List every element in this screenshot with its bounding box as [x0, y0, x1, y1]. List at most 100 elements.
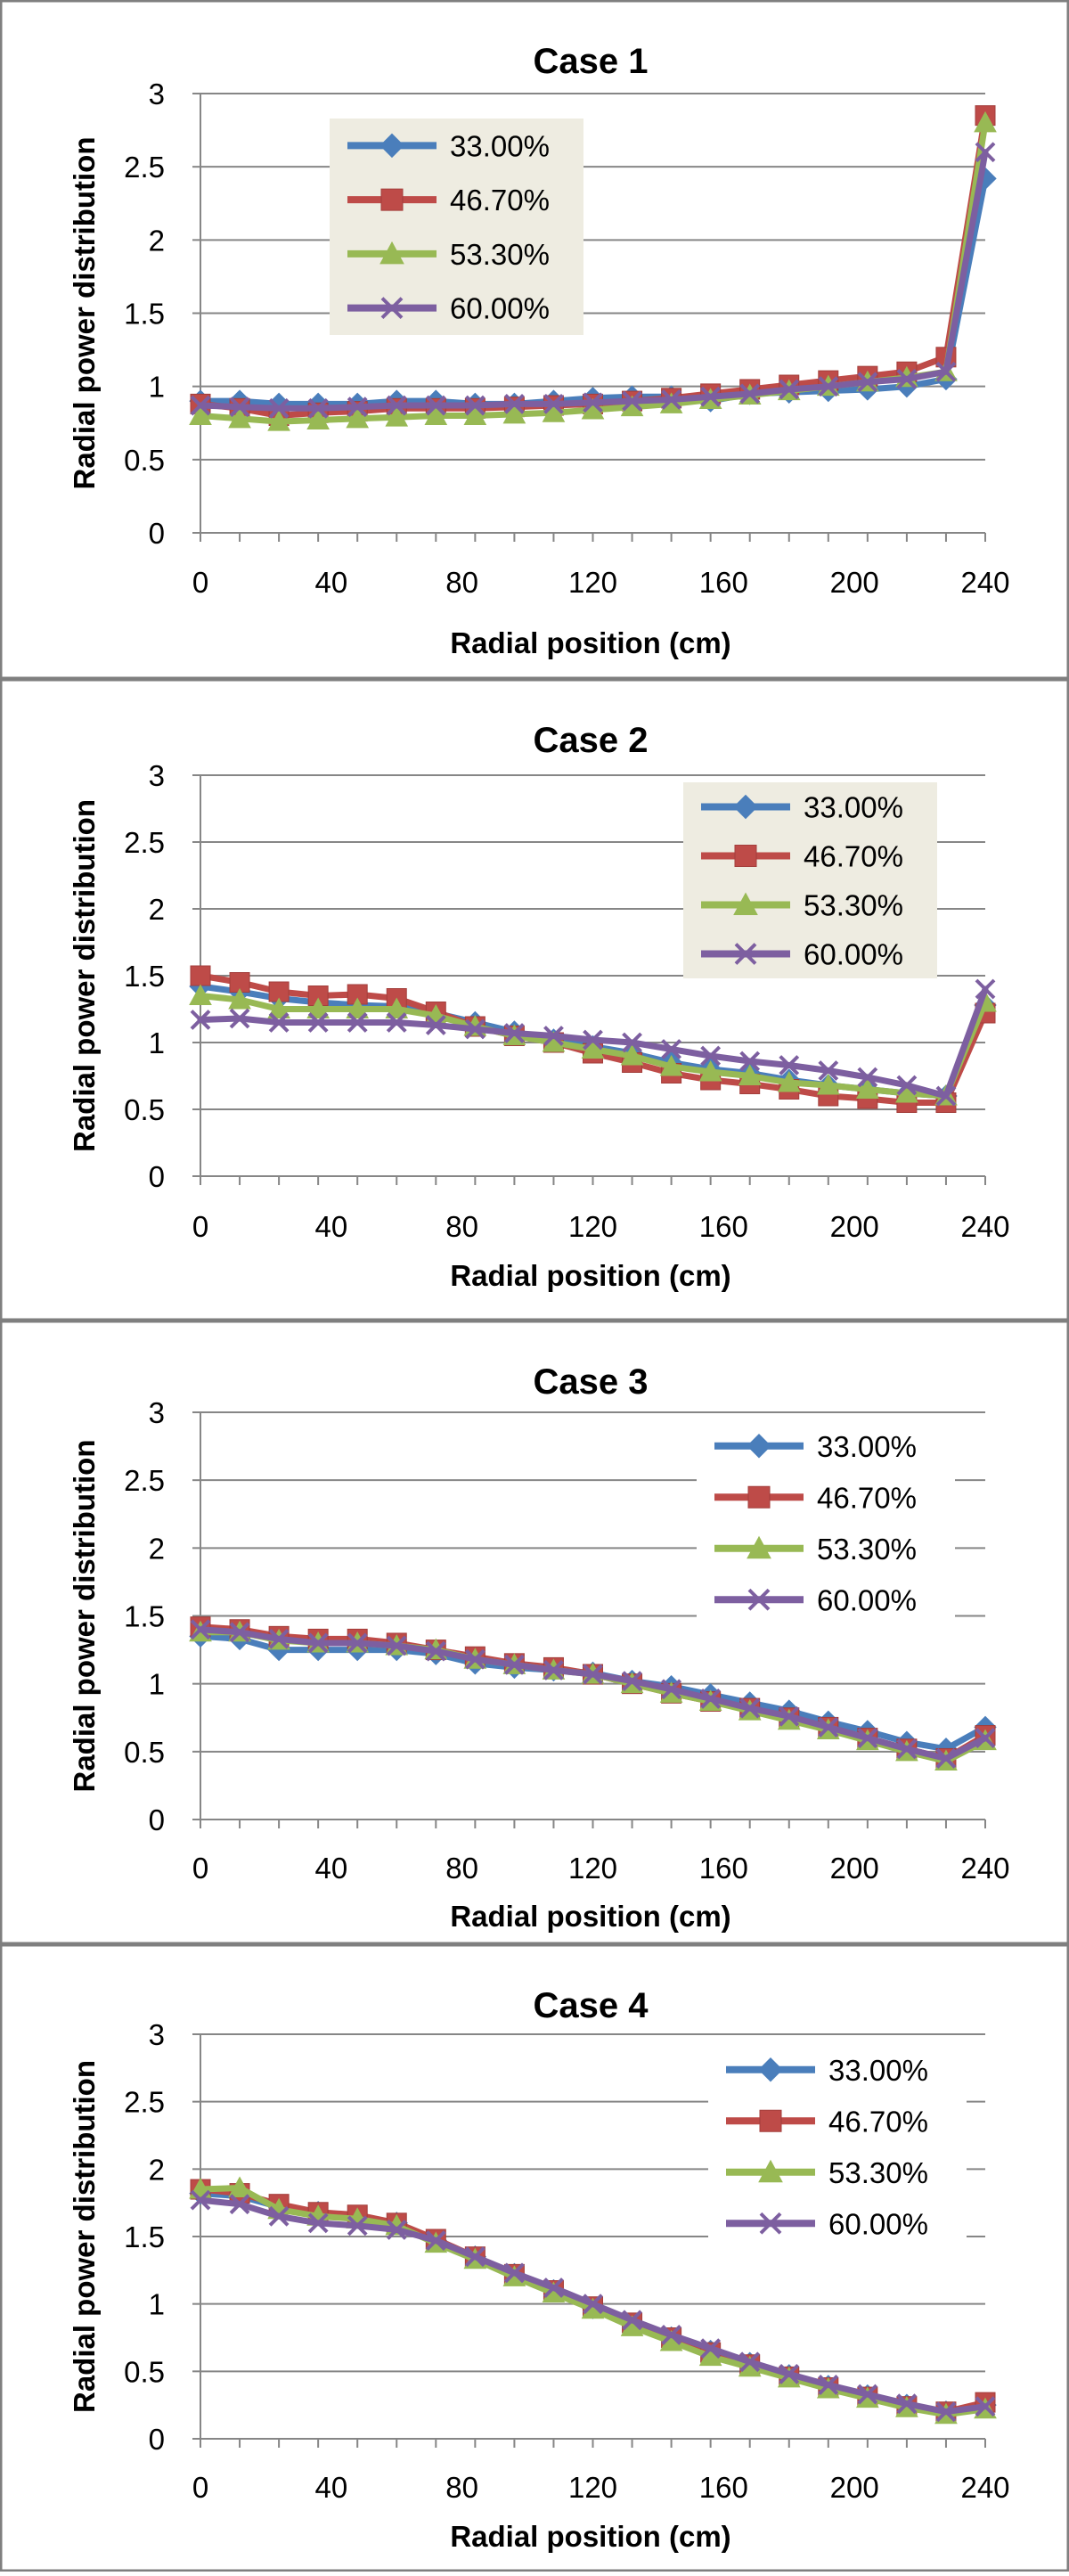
legend-box	[697, 1420, 955, 1625]
data-point-stroke-b	[543, 393, 564, 414]
chart-panel-2: 0 0.5 1 1.5 2 2.5 3 0 40 80 120 160 200 240 Case 2 Radi…	[0, 678, 1069, 1321]
legend-label: 33.00%	[450, 129, 550, 162]
data-point-stroke-b	[464, 395, 486, 416]
data-point	[857, 2384, 878, 2405]
data-point-stroke-b	[935, 2401, 957, 2423]
data-point	[268, 1012, 290, 1033]
data-point-stroke-b	[779, 1705, 800, 1727]
data-point	[425, 2230, 446, 2251]
data-point-stroke-b	[661, 389, 682, 410]
data-point-stroke-b	[464, 1018, 486, 1040]
data-point-stroke-b	[503, 2262, 525, 2284]
y-tick-label: 3	[149, 759, 165, 792]
data-point	[777, 1070, 801, 1092]
data-point	[583, 2294, 603, 2315]
data-point	[700, 1045, 722, 1067]
legend-box	[330, 119, 583, 335]
data-point	[622, 1032, 642, 1053]
legend-label: 33.00%	[804, 791, 903, 824]
data-point	[700, 1689, 722, 1709]
y-tick-label: 2.5	[124, 151, 165, 184]
legend-label: 46.70%	[817, 1481, 917, 1514]
data-point	[346, 406, 370, 429]
y-axis-title: Radial power distribution	[68, 799, 101, 1152]
legend-swatch-marker	[734, 845, 757, 867]
y-tick-label: 1.5	[124, 298, 165, 331]
panel-title: Case 1	[534, 42, 649, 81]
data-point-stroke-b	[425, 2230, 446, 2251]
legend-swatch-marker	[380, 297, 404, 320]
data-point	[503, 2262, 525, 2284]
data-point	[935, 1748, 957, 1769]
legend-swatch-marker-stroke-b	[734, 943, 757, 965]
data-point	[228, 987, 251, 1010]
y-axis-title: Radial power distribution	[68, 2060, 101, 2413]
data-point-stroke-b	[583, 1029, 603, 1051]
x-axis-title: Radial position (cm)	[450, 626, 730, 659]
x-tick-label: 160	[699, 1210, 748, 1243]
y-tick-label: 2	[149, 224, 165, 257]
data-point	[386, 1635, 407, 1656]
data-point-stroke-b	[779, 1055, 800, 1075]
data-point-stroke-b	[739, 2351, 761, 2373]
data-point	[502, 402, 526, 424]
data-point	[543, 2278, 564, 2298]
data-point-stroke-b	[896, 1075, 918, 1096]
data-point	[386, 395, 407, 416]
data-point	[190, 1619, 211, 1640]
data-point-stroke-b	[857, 372, 878, 393]
data-point	[543, 1026, 564, 1046]
data-point-stroke-b	[347, 1012, 368, 1033]
data-point	[190, 2189, 211, 2211]
data-point	[347, 2215, 368, 2237]
data-point	[425, 1015, 446, 1035]
data-point-stroke-b	[229, 397, 250, 418]
x-tick-label: 200	[830, 1210, 879, 1243]
data-point	[424, 404, 448, 426]
data-point-stroke-b	[229, 1622, 250, 1643]
data-point-stroke-b	[386, 1012, 407, 1033]
data-point-stroke-b	[622, 1032, 642, 1053]
data-point-stroke-b	[583, 392, 603, 413]
x-tick-label: 200	[830, 566, 879, 599]
x-tick-label: 40	[314, 1210, 347, 1243]
data-point-stroke-b	[975, 1728, 996, 1749]
data-point	[307, 1632, 329, 1654]
data-point	[306, 408, 330, 429]
data-point	[464, 395, 486, 416]
data-point	[268, 2205, 290, 2227]
data-point-stroke-b	[935, 1085, 957, 1107]
data-point-stroke-b	[503, 393, 525, 414]
legend-label: 60.00%	[804, 938, 903, 971]
legend-swatch-marker	[380, 188, 404, 211]
data-point	[229, 1622, 250, 1643]
legend-label: 53.30%	[450, 238, 550, 271]
y-tick-label: 3	[149, 2018, 165, 2051]
x-tick-label: 80	[445, 2471, 478, 2504]
panel-title: Case 3	[534, 1362, 649, 1402]
data-point	[583, 1029, 603, 1051]
y-tick-label: 2.5	[124, 1464, 165, 1497]
x-tick-label: 80	[445, 566, 478, 599]
data-point-stroke-b	[661, 1679, 682, 1700]
data-point-stroke-b	[779, 379, 800, 400]
y-tick-label: 1.5	[124, 2220, 165, 2253]
y-tick-label: 1	[149, 1026, 165, 1059]
data-point	[661, 1039, 682, 1059]
data-point	[307, 2212, 329, 2234]
y-tick-label: 0.5	[124, 1736, 165, 1769]
data-point	[818, 1716, 839, 1738]
data-point	[503, 393, 525, 414]
x-tick-label: 40	[314, 1852, 347, 1885]
data-point	[189, 404, 212, 426]
y-tick-label: 0.5	[124, 1093, 165, 1126]
legend-swatch-marker	[758, 2057, 783, 2082]
data-point-stroke-b	[935, 1748, 957, 1769]
data-point-stroke-b	[857, 1728, 878, 1749]
y-tick-label: 0	[149, 517, 165, 550]
y-tick-label: 1.5	[124, 960, 165, 993]
data-point-stroke-b	[818, 1716, 839, 1738]
legend-swatch-marker	[747, 1434, 771, 1459]
x-axis-title: Radial position (cm)	[450, 2520, 730, 2553]
